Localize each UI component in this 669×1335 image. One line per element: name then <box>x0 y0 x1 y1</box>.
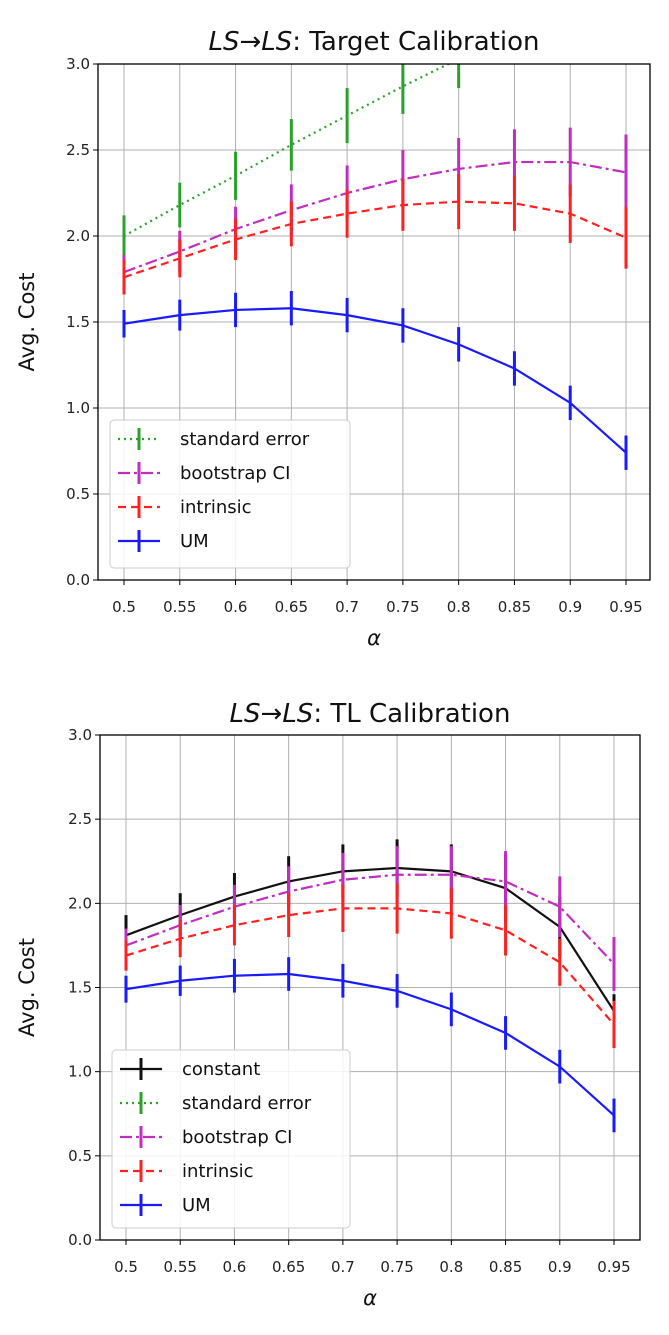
y-tick-label: 3.0 <box>68 726 92 744</box>
y-tick-label: 3.0 <box>66 55 90 73</box>
y-tick-label: 2.0 <box>66 227 90 245</box>
legend-label: standard error <box>180 429 310 450</box>
y-tick-label: 2.5 <box>68 810 92 828</box>
legend-box <box>111 1049 351 1229</box>
x-tick-label: 0.55 <box>164 1258 197 1276</box>
x-tick-label: 0.95 <box>609 598 642 616</box>
plot-area <box>124 839 616 1133</box>
series-line <box>125 972 615 1117</box>
legend-item: intrinsic <box>120 1160 254 1182</box>
x-tick-label: 0.6 <box>223 1258 247 1276</box>
series-line <box>123 307 627 454</box>
series-constant <box>124 839 616 1028</box>
x-tick-label: 0.55 <box>163 598 196 616</box>
x-tick-label: 0.75 <box>386 598 419 616</box>
legend-item: standard error <box>118 428 310 450</box>
y-tick-label: 0.5 <box>66 485 90 503</box>
series-line <box>125 866 615 1012</box>
legend-item: bootstrap CI <box>118 462 290 484</box>
legend-item: constant <box>120 1058 260 1080</box>
y-tick-label: 0.0 <box>66 571 90 589</box>
series-line <box>123 200 627 279</box>
title-text: : TL Calibration <box>313 699 510 729</box>
axes-frame <box>99 734 641 1241</box>
y-axis-label: Avg. Cost <box>15 938 39 1037</box>
x-tick-label: 0.85 <box>498 598 531 616</box>
x-tick-label: 0.65 <box>272 1258 305 1276</box>
series-bootstrap-ci <box>124 846 616 991</box>
legend-label: UM <box>180 531 209 552</box>
title-text: : Target Calibration <box>292 27 539 57</box>
x-tick-label: 0.9 <box>558 598 582 616</box>
series-intrinsic <box>122 174 628 295</box>
x-tick-label: 0.7 <box>331 1258 355 1276</box>
y-tick-label: 0.0 <box>68 1231 92 1249</box>
legend-box <box>109 419 351 569</box>
chart-title: LS→LS: TL Calibration <box>230 699 511 729</box>
legend-label: intrinsic <box>180 497 252 518</box>
x-axis-label: α <box>367 626 381 650</box>
series-line <box>125 907 615 1026</box>
series-um <box>124 957 616 1133</box>
x-tick-label: 0.85 <box>489 1258 522 1276</box>
chart-2: 0.0 0.5 1.0 1.5 2.0 2.5 3.0 0.5 0.55 0.6 0.65 0.7 0.… <box>15 699 641 1310</box>
chart-title: LS→LS: Target Calibration <box>209 27 540 57</box>
legend-item: UM <box>118 530 209 552</box>
chart-1: 0.0 0.5 1.0 1.5 2.0 2.5 3.0 0.5 0.55 0.6 0.65 0.7 0.… <box>15 27 651 650</box>
y-tick-label: 1.0 <box>68 1063 92 1081</box>
title-math: LS→LS <box>230 699 314 729</box>
legend-item: UM <box>120 1194 211 1216</box>
legend: standard error bootstrap CI intrinsic UM <box>109 419 351 569</box>
x-tick-label: 0.6 <box>224 598 248 616</box>
y-tick-label: 2.5 <box>66 141 90 159</box>
y-tick-label: 0.5 <box>68 1147 92 1165</box>
y-tick-label: 1.5 <box>68 979 92 997</box>
y-tick-label: 1.5 <box>66 313 90 331</box>
x-tick-label: 0.75 <box>380 1258 413 1276</box>
legend-item: intrinsic <box>118 496 252 518</box>
axes-frame <box>97 63 651 581</box>
x-axis-label: α <box>363 1286 377 1310</box>
legend-label: constant <box>182 1059 260 1080</box>
x-tick-label: 0.95 <box>597 1258 630 1276</box>
x-tick-label: 0.8 <box>439 1258 463 1276</box>
legend-item: bootstrap CI <box>120 1126 292 1148</box>
series-line <box>123 160 627 274</box>
legend-label: bootstrap CI <box>182 1127 292 1148</box>
series-line <box>125 873 615 965</box>
legend-label: intrinsic <box>182 1161 254 1182</box>
y-axis-label: Avg. Cost <box>15 273 39 372</box>
x-tick-label: 0.9 <box>548 1258 572 1276</box>
y-tick-label: 2.0 <box>68 894 92 912</box>
series-intrinsic <box>124 883 616 1049</box>
x-tick-label: 0.5 <box>112 598 136 616</box>
legend-label: standard error <box>182 1093 312 1114</box>
x-tick-label: 0.8 <box>447 598 471 616</box>
x-tick-label: 0.65 <box>275 598 308 616</box>
legend-label: UM <box>182 1195 211 1216</box>
y-tick-label: 1.0 <box>66 399 90 417</box>
legend-label: bootstrap CI <box>180 463 290 484</box>
title-math: LS→LS <box>209 27 293 57</box>
series-um <box>122 291 628 470</box>
series-standard-error <box>122 64 461 257</box>
x-tick-label: 0.7 <box>335 598 359 616</box>
legend: constant standard error bootstrap CI intrin… <box>111 1049 351 1229</box>
legend-item: standard error <box>120 1092 312 1114</box>
x-tick-label: 0.5 <box>114 1258 138 1276</box>
plot-area <box>122 64 628 470</box>
